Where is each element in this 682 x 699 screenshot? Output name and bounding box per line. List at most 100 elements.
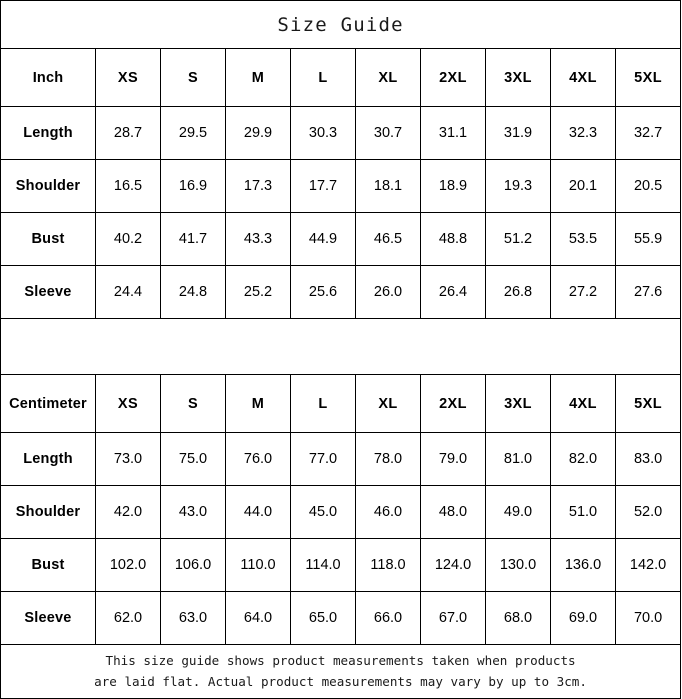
inch-bust-xs: 40.2 — [95, 212, 161, 266]
cm-size-header-4xl: 4XL — [550, 374, 616, 433]
cm-sleeve-3xl: 68.0 — [485, 591, 551, 645]
cm-size-header-2xl: 2XL — [420, 374, 486, 433]
cm-length-4xl: 82.0 — [550, 432, 616, 486]
inch-shoulder-3xl: 19.3 — [485, 159, 551, 213]
inch-bust-4xl: 53.5 — [550, 212, 616, 266]
cm-shoulder-l: 45.0 — [290, 485, 356, 539]
cm-row-label-shoulder: Shoulder — [0, 485, 96, 539]
cm-bust-2xl: 124.0 — [420, 538, 486, 592]
cm-unit-label: Centimeter — [0, 374, 96, 433]
inch-bust-2xl: 48.8 — [420, 212, 486, 266]
inch-header-row: Inch XS S M L XL 2XL 3XL 4XL 5XL — [0, 48, 682, 107]
inch-size-header-s: S — [160, 48, 226, 107]
cm-size-header-xs: XS — [95, 374, 161, 433]
inch-row-label-bust: Bust — [0, 212, 96, 266]
page-title: Size Guide — [0, 0, 682, 49]
cm-length-m: 76.0 — [225, 432, 291, 486]
inch-row-label-sleeve: Sleeve — [0, 265, 96, 319]
cm-length-s: 75.0 — [160, 432, 226, 486]
cm-length-5xl: 83.0 — [614, 432, 682, 486]
inch-sleeve-xs: 24.4 — [95, 265, 161, 319]
inch-length-xl: 30.7 — [355, 106, 421, 160]
cm-sleeve-xl: 66.0 — [355, 591, 421, 645]
cm-sleeve-2xl: 67.0 — [420, 591, 486, 645]
inch-sleeve-4xl: 27.2 — [550, 265, 616, 319]
cm-sleeve-4xl: 69.0 — [550, 591, 616, 645]
cm-shoulder-xl: 46.0 — [355, 485, 421, 539]
inch-row-label-shoulder: Shoulder — [0, 159, 96, 213]
inch-size-header-xl: XL — [355, 48, 421, 107]
inch-shoulder-xs: 16.5 — [95, 159, 161, 213]
cm-shoulder-xs: 42.0 — [95, 485, 161, 539]
table-row: Bust 40.2 41.7 43.3 44.9 46.5 48.8 51.2 … — [0, 212, 682, 266]
cm-sleeve-s: 63.0 — [160, 591, 226, 645]
table-row: Shoulder 42.0 43.0 44.0 45.0 46.0 48.0 4… — [0, 485, 682, 539]
note-row: This size guide shows product measuremen… — [0, 644, 682, 699]
cm-shoulder-4xl: 51.0 — [550, 485, 616, 539]
inch-length-2xl: 31.1 — [420, 106, 486, 160]
cm-size-header-s: S — [160, 374, 226, 433]
cm-shoulder-5xl: 52.0 — [614, 485, 682, 539]
inch-sleeve-l: 25.6 — [290, 265, 356, 319]
inch-size-header-5xl: 5XL — [614, 48, 682, 107]
inch-shoulder-5xl: 20.5 — [614, 159, 682, 213]
inch-shoulder-l: 17.7 — [290, 159, 356, 213]
inch-bust-xl: 46.5 — [355, 212, 421, 266]
cm-bust-3xl: 130.0 — [485, 538, 551, 592]
cm-sleeve-m: 64.0 — [225, 591, 291, 645]
table-row: Length 28.7 29.5 29.9 30.3 30.7 31.1 31.… — [0, 106, 682, 160]
table-row: Sleeve 24.4 24.8 25.2 25.6 26.0 26.4 26.… — [0, 265, 682, 319]
inch-size-header-xs: XS — [95, 48, 161, 107]
cm-size-header-3xl: 3XL — [485, 374, 551, 433]
cm-shoulder-m: 44.0 — [225, 485, 291, 539]
inch-shoulder-m: 17.3 — [225, 159, 291, 213]
inch-size-header-m: M — [225, 48, 291, 107]
cm-size-header-m: M — [225, 374, 291, 433]
inch-size-header-4xl: 4XL — [550, 48, 616, 107]
note-line-1: This size guide shows product measuremen… — [105, 652, 576, 668]
size-guide-note: This size guide shows product measuremen… — [0, 644, 682, 699]
inch-size-header-l: L — [290, 48, 356, 107]
cm-size-header-l: L — [290, 374, 356, 433]
inch-length-3xl: 31.9 — [485, 106, 551, 160]
inch-length-m: 29.9 — [225, 106, 291, 160]
cm-sleeve-5xl: 70.0 — [614, 591, 682, 645]
cm-bust-s: 106.0 — [160, 538, 226, 592]
section-spacer-row — [0, 318, 682, 375]
cm-row-label-sleeve: Sleeve — [0, 591, 96, 645]
inch-bust-l: 44.9 — [290, 212, 356, 266]
inch-length-s: 29.5 — [160, 106, 226, 160]
cm-shoulder-3xl: 49.0 — [485, 485, 551, 539]
inch-shoulder-2xl: 18.9 — [420, 159, 486, 213]
inch-sleeve-2xl: 26.4 — [420, 265, 486, 319]
cm-row-label-length: Length — [0, 432, 96, 486]
cm-bust-m: 110.0 — [225, 538, 291, 592]
inch-length-xs: 28.7 — [95, 106, 161, 160]
cm-sleeve-xs: 62.0 — [95, 591, 161, 645]
inch-length-4xl: 32.3 — [550, 106, 616, 160]
inch-shoulder-s: 16.9 — [160, 159, 226, 213]
cm-length-xs: 73.0 — [95, 432, 161, 486]
inch-bust-3xl: 51.2 — [485, 212, 551, 266]
cm-length-l: 77.0 — [290, 432, 356, 486]
inch-shoulder-4xl: 20.1 — [550, 159, 616, 213]
inch-length-l: 30.3 — [290, 106, 356, 160]
title-row: Size Guide — [0, 0, 682, 49]
inch-bust-m: 43.3 — [225, 212, 291, 266]
inch-size-header-2xl: 2XL — [420, 48, 486, 107]
inch-sleeve-5xl: 27.6 — [614, 265, 682, 319]
cm-row-label-bust: Bust — [0, 538, 96, 592]
inch-sleeve-3xl: 26.8 — [485, 265, 551, 319]
inch-sleeve-m: 25.2 — [225, 265, 291, 319]
cm-bust-xl: 118.0 — [355, 538, 421, 592]
cm-sleeve-l: 65.0 — [290, 591, 356, 645]
inch-bust-s: 41.7 — [160, 212, 226, 266]
inch-shoulder-xl: 18.1 — [355, 159, 421, 213]
cm-shoulder-2xl: 48.0 — [420, 485, 486, 539]
inch-row-label-length: Length — [0, 106, 96, 160]
cm-bust-4xl: 136.0 — [550, 538, 616, 592]
table-row: Shoulder 16.5 16.9 17.3 17.7 18.1 18.9 1… — [0, 159, 682, 213]
